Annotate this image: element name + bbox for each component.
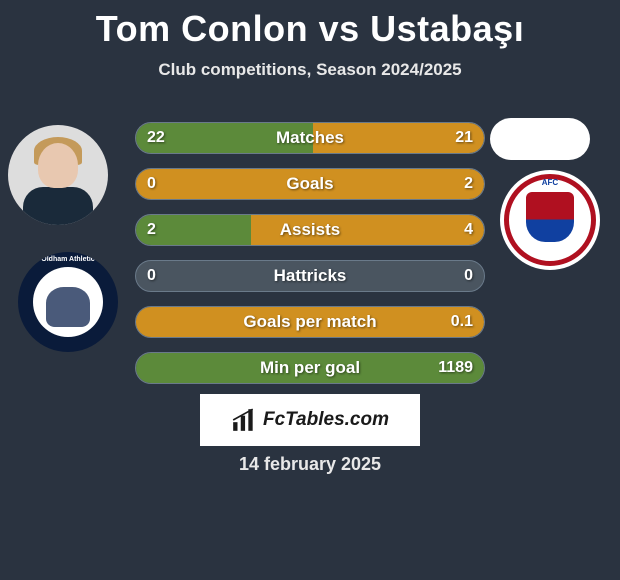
club-left-label: Oldham Athletic: [18, 256, 118, 263]
stat-row: Min per goal1189: [135, 352, 485, 384]
club-badge-left: Oldham Athletic: [18, 252, 118, 352]
stat-value-left: 0: [147, 260, 156, 292]
stat-value-right: 1189: [438, 352, 473, 384]
stat-value-right: 0.1: [451, 306, 473, 338]
stat-value-right: 21: [455, 122, 473, 154]
page-title: Tom Conlon vs Ustabaşı: [0, 0, 620, 50]
stat-row: Goals0 2: [135, 168, 485, 200]
player-avatar-right: [490, 118, 590, 160]
stat-row: Hattricks0 0: [135, 260, 485, 292]
stat-label: Hattricks: [135, 260, 485, 292]
stat-label: Goals: [135, 168, 485, 200]
stat-value-left: 0: [147, 168, 156, 200]
stat-value-right: 4: [464, 214, 473, 246]
club-right-label: AFC: [500, 178, 600, 187]
stat-row: Matches22 21: [135, 122, 485, 154]
brand-text: FcTables.com: [263, 409, 389, 431]
stat-label: Goals per match: [135, 306, 485, 338]
brand-icon: [231, 407, 257, 433]
stat-value-left: 22: [147, 122, 165, 154]
comparison-card: Tom Conlon vs Ustabaşı Club competitions…: [0, 0, 620, 80]
stat-label: Min per goal: [135, 352, 485, 384]
subtitle: Club competitions, Season 2024/2025: [0, 60, 620, 80]
player-avatar-left: [8, 125, 108, 225]
stat-row: Assists2 4: [135, 214, 485, 246]
stat-row: Goals per match0.1: [135, 306, 485, 338]
stat-value-right: 0: [464, 260, 473, 292]
brand-box: FcTables.com: [200, 394, 420, 446]
date-label: 14 february 2025: [0, 454, 620, 475]
club-badge-right: AFC: [500, 170, 600, 270]
stat-label: Assists: [135, 214, 485, 246]
stat-value-right: 2: [464, 168, 473, 200]
stat-value-left: 2: [147, 214, 156, 246]
stats-section: Matches2221Goals02Assists24Hattricks00Go…: [135, 122, 485, 398]
stat-label: Matches: [135, 122, 485, 154]
